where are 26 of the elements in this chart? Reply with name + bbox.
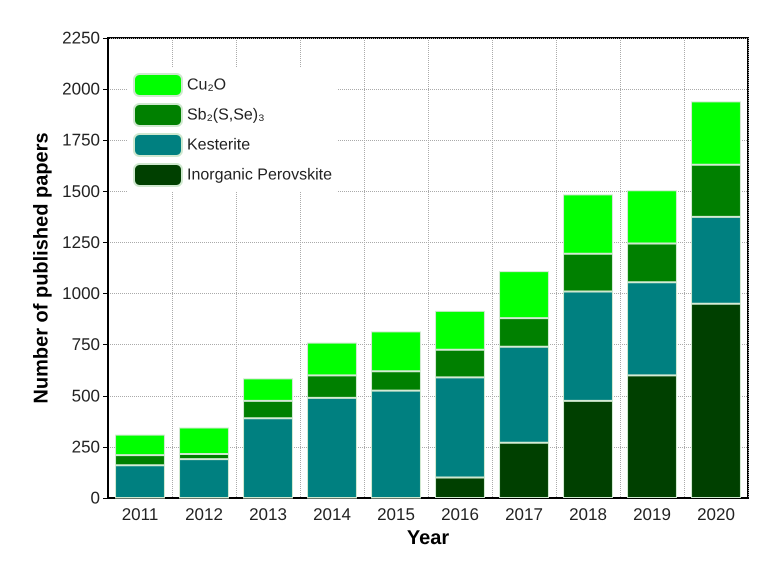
x-tick-label: 2013 <box>249 505 287 524</box>
x-tick-label: 2017 <box>505 505 543 524</box>
x-tick-label: 2012 <box>185 505 223 524</box>
x-tick-label: 2020 <box>697 505 735 524</box>
legend-label: Cu₂O <box>187 76 226 94</box>
y-tick-label: 2250 <box>62 28 100 48</box>
y-axis-title: Number of published papers <box>30 132 52 404</box>
y-tick-label: 1500 <box>62 182 100 201</box>
y-tick-label: 1250 <box>62 232 100 252</box>
y-tick-label: 250 <box>72 437 100 456</box>
x-axis-title: Year <box>406 527 450 549</box>
legend-label: Inorganic Perovskite <box>187 166 332 184</box>
y-tick-label: 1000 <box>62 284 100 304</box>
y-tick-label: 500 <box>72 386 100 406</box>
x-tick-label: 2011 <box>122 505 158 524</box>
x-tick-label: 2018 <box>569 505 607 524</box>
legend-label: Sb₂(S,Se)₃ <box>187 106 265 124</box>
x-tick-label: 2016 <box>441 505 479 524</box>
y-tick-label: 750 <box>72 335 100 354</box>
y-tick-label: 0 <box>90 488 100 508</box>
x-tick-label: 2014 <box>313 505 351 524</box>
legend-label: Kesterite <box>187 136 250 154</box>
x-tick-label: 2015 <box>377 505 415 524</box>
y-tick-label: 1750 <box>62 130 100 150</box>
y-tick-label: 2000 <box>62 80 100 99</box>
x-tick-label: 2019 <box>633 505 671 524</box>
